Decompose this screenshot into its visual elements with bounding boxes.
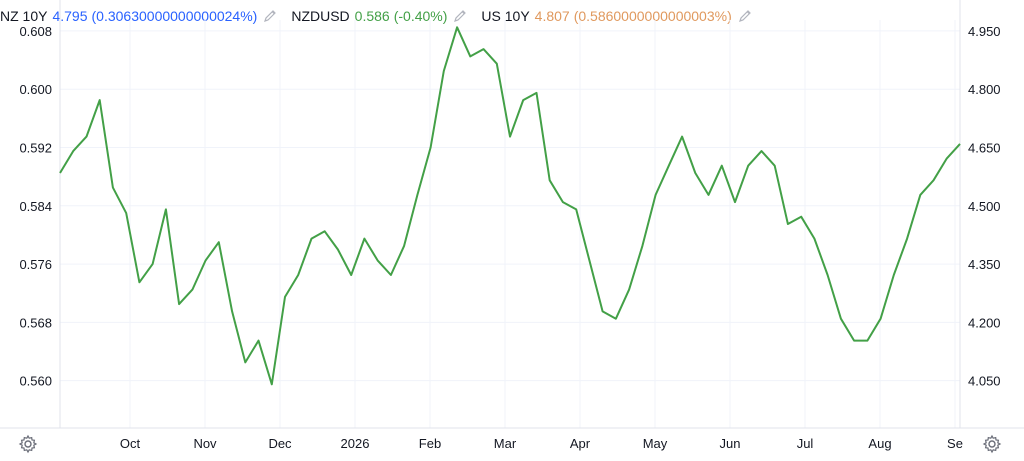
legend-value: 4.795 (52, 8, 88, 24)
legend-symbol: NZ 10Y (0, 8, 48, 24)
x-tick-label: Oct (120, 436, 141, 451)
right-tick-label: 4.950 (968, 24, 1001, 39)
left-tick-label: 0.584 (19, 199, 52, 214)
x-tick-label: Se (947, 436, 963, 451)
right-tick-label: 4.350 (968, 257, 1001, 272)
right-tick-label: 4.200 (968, 315, 1001, 330)
left-tick-label: 0.600 (19, 82, 52, 97)
x-tick-label: Jun (720, 436, 741, 451)
right-tick-label: 4.650 (968, 141, 1001, 156)
left-tick-label: 0.576 (19, 257, 52, 272)
right-tick-label: 4.050 (968, 374, 1001, 389)
series-line-nzdusd (59, 26, 961, 386)
legend-value: 0.586 (354, 8, 390, 24)
legend-symbol: US 10Y (481, 8, 530, 24)
chart-legend: NZ 10Y 4.795 (0.30630000000000024%) NZDU… (0, 0, 766, 32)
x-tick-label: Nov (193, 436, 217, 451)
legend-change: (0.5860000000000003%) (573, 8, 732, 24)
pencil-icon[interactable] (453, 9, 467, 23)
legend-change: (0.30630000000000024%) (91, 8, 258, 24)
left-tick-label: 0.568 (19, 315, 52, 330)
x-tick-label: Aug (868, 436, 891, 451)
legend-item-us10y[interactable]: US 10Y 4.807 (0.5860000000000003%) (481, 8, 751, 24)
x-tick-label: May (643, 436, 668, 451)
x-tick-label: 2026 (341, 436, 370, 451)
legend-item-nzdusd[interactable]: NZDUSD 0.586 (-0.40%) (291, 8, 467, 24)
pencil-icon[interactable] (263, 9, 277, 23)
left-tick-label: 0.592 (19, 141, 52, 156)
left-tick-label: 0.608 (19, 24, 52, 39)
right-tick-label: 4.500 (968, 199, 1001, 214)
x-tick-label: Apr (570, 436, 591, 451)
x-tick-label: Jul (797, 436, 814, 451)
gear-icon[interactable] (982, 434, 1002, 454)
legend-value: 4.807 (534, 8, 570, 24)
left-tick-label: 0.560 (19, 374, 52, 389)
x-tick-label: Dec (268, 436, 292, 451)
right-tick-label: 4.800 (968, 82, 1001, 97)
gear-icon[interactable] (18, 434, 38, 454)
legend-item-nz10y[interactable]: NZ 10Y 4.795 (0.30630000000000024%) (0, 8, 277, 24)
x-tick-label: Feb (419, 436, 441, 451)
legend-symbol: NZDUSD (291, 8, 350, 24)
pencil-icon[interactable] (738, 9, 752, 23)
x-tick-label: Mar (494, 436, 517, 451)
legend-change: (-0.40%) (393, 8, 448, 24)
